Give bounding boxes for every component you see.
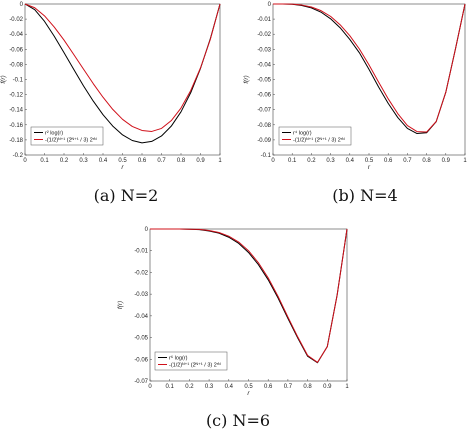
x-tick-label: 0 [148,384,152,390]
y-tick-label: -0.01 [134,249,148,255]
x-tick-label: 0.4 [99,158,108,164]
y-tick-label: -0.03 [257,47,271,53]
y-tick-label: -0.04 [257,62,271,68]
x-tick-label: 0.4 [346,158,355,164]
legend-entry: -(1/2)ᴺ⁺¹ (2ᴺ⁺¹ / 3) 2ʳᴺ [169,362,221,369]
y-tick-label: -0.06 [9,47,23,53]
y-axis-label: f(r) [243,75,250,83]
y-tick-label: -0.02 [134,270,148,276]
y-tick-label: -0.06 [134,357,148,363]
x-tick-label: 0.2 [60,158,69,164]
x-tick-label: 0 [23,158,27,164]
legend-entry: r² log(r) [45,131,63,137]
y-tick-label: -0.16 [9,123,23,129]
y-tick-label: -0.04 [9,32,23,38]
y-axis-label: f(r) [0,75,7,83]
x-tick-label: 0.7 [284,384,293,390]
x-tick-label: 0.5 [244,384,253,390]
x-tick-label: 0.8 [422,158,431,164]
x-tick-label: 1 [218,158,222,164]
legend-entry: r⁶ log(r) [169,355,188,362]
legend-entry: r⁴ log(r) [293,130,312,137]
x-tick-label: 0.4 [225,384,234,390]
x-axis-label: r [368,164,371,170]
y-tick-label: -0.05 [257,78,271,84]
x-tick-label: 0.6 [384,158,393,164]
x-tick-label: 0.9 [196,158,205,164]
x-tick-label: 0.9 [323,384,332,390]
x-tick-label: 0.3 [79,158,88,164]
y-tick-label: -0.05 [134,336,148,342]
y-tick-label: -0.08 [9,62,23,68]
chart-n4: 0 0.1 0.2 0.3 0.4 0.5 0.6 0.7 0.8 0.9 1 0 -0.01 -0.02… [243,2,467,170]
series-line-red [150,228,348,363]
caption-n4: (b) N=4 [332,186,398,205]
x-tick-label: 0.2 [307,158,316,164]
chart-n6: 0 0.1 0.2 0.3 0.4 0.5 0.6 0.7 0.8 0.9 1 0 -0.01 -0.02… [117,227,349,395]
series-line-red [24,3,221,132]
y-axis-label: f(r) [117,301,124,309]
x-tick-label: 0.8 [177,158,186,164]
caption-n6: (c) N=6 [205,411,271,430]
x-tick-label: 1 [463,158,467,164]
x-axis-label: r [247,390,250,395]
x-tick-label: 0.1 [288,158,297,164]
legend-box [30,126,104,146]
legend-entry: -(1/2)ᴺ⁺¹ (2ᴺ⁺¹ / 3) 2ʳᴺ [45,137,97,144]
y-tick-label: -0.2 [13,153,24,159]
x-tick-label: 0.8 [303,384,312,390]
y-tick-label: -0.02 [9,17,23,23]
x-tick-label: 0.1 [166,384,175,390]
y-tick-label: 0 [268,2,272,8]
y-tick-label: -0.1 [13,78,24,84]
y-tick-label: -0.14 [9,108,23,114]
y-tick-label: -0.06 [257,93,271,99]
y-tick-label: -0.09 [257,138,271,144]
legend-box [154,351,228,371]
y-tick-label: -0.1 [261,153,272,159]
x-tick-label: 0.2 [185,384,194,390]
y-tick-label: -0.07 [134,379,148,385]
x-tick-label: 0.3 [205,384,214,390]
series-line-black [24,3,221,144]
x-tick-label: 0.5 [118,158,127,164]
legend-entry: -(1/2)ᴺ⁺¹ (2ᴺ⁺¹ / 3) 2ʳᴺ [293,137,345,144]
y-tick-label: -0.03 [134,292,148,298]
y-tick-label: 0 [145,227,149,233]
x-tick-label: 0.1 [40,158,49,164]
series-line-red [273,3,466,133]
y-tick-label: -0.07 [257,108,271,114]
y-tick-label: -0.12 [9,93,23,99]
y-tick-label: -0.02 [257,32,271,38]
x-tick-label: 0.7 [157,158,166,164]
x-tick-label: 0.6 [138,158,147,164]
caption-n2: (a) N=2 [93,186,159,205]
y-tick-label: -0.01 [257,17,271,23]
y-tick-label: -0.18 [9,138,23,144]
y-tick-label: -0.08 [257,123,271,129]
x-tick-label: 0.3 [326,158,335,164]
legend-box [278,126,352,146]
x-axis-label: r [121,164,124,170]
x-tick-label: 1 [345,384,349,390]
x-tick-label: 0.6 [264,384,273,390]
x-tick-label: 0.9 [442,158,451,164]
y-tick-label: 0 [20,2,24,8]
chart-n2: 0 0.1 0.2 0.3 0.4 0.5 0.6 0.7 0.8 0.9 1 0 -0.02 -0.04… [0,2,222,170]
x-tick-label: 0 [271,158,275,164]
x-tick-label: 0.7 [403,158,412,164]
x-tick-label: 0.5 [365,158,374,164]
y-tick-label: -0.04 [134,314,148,320]
